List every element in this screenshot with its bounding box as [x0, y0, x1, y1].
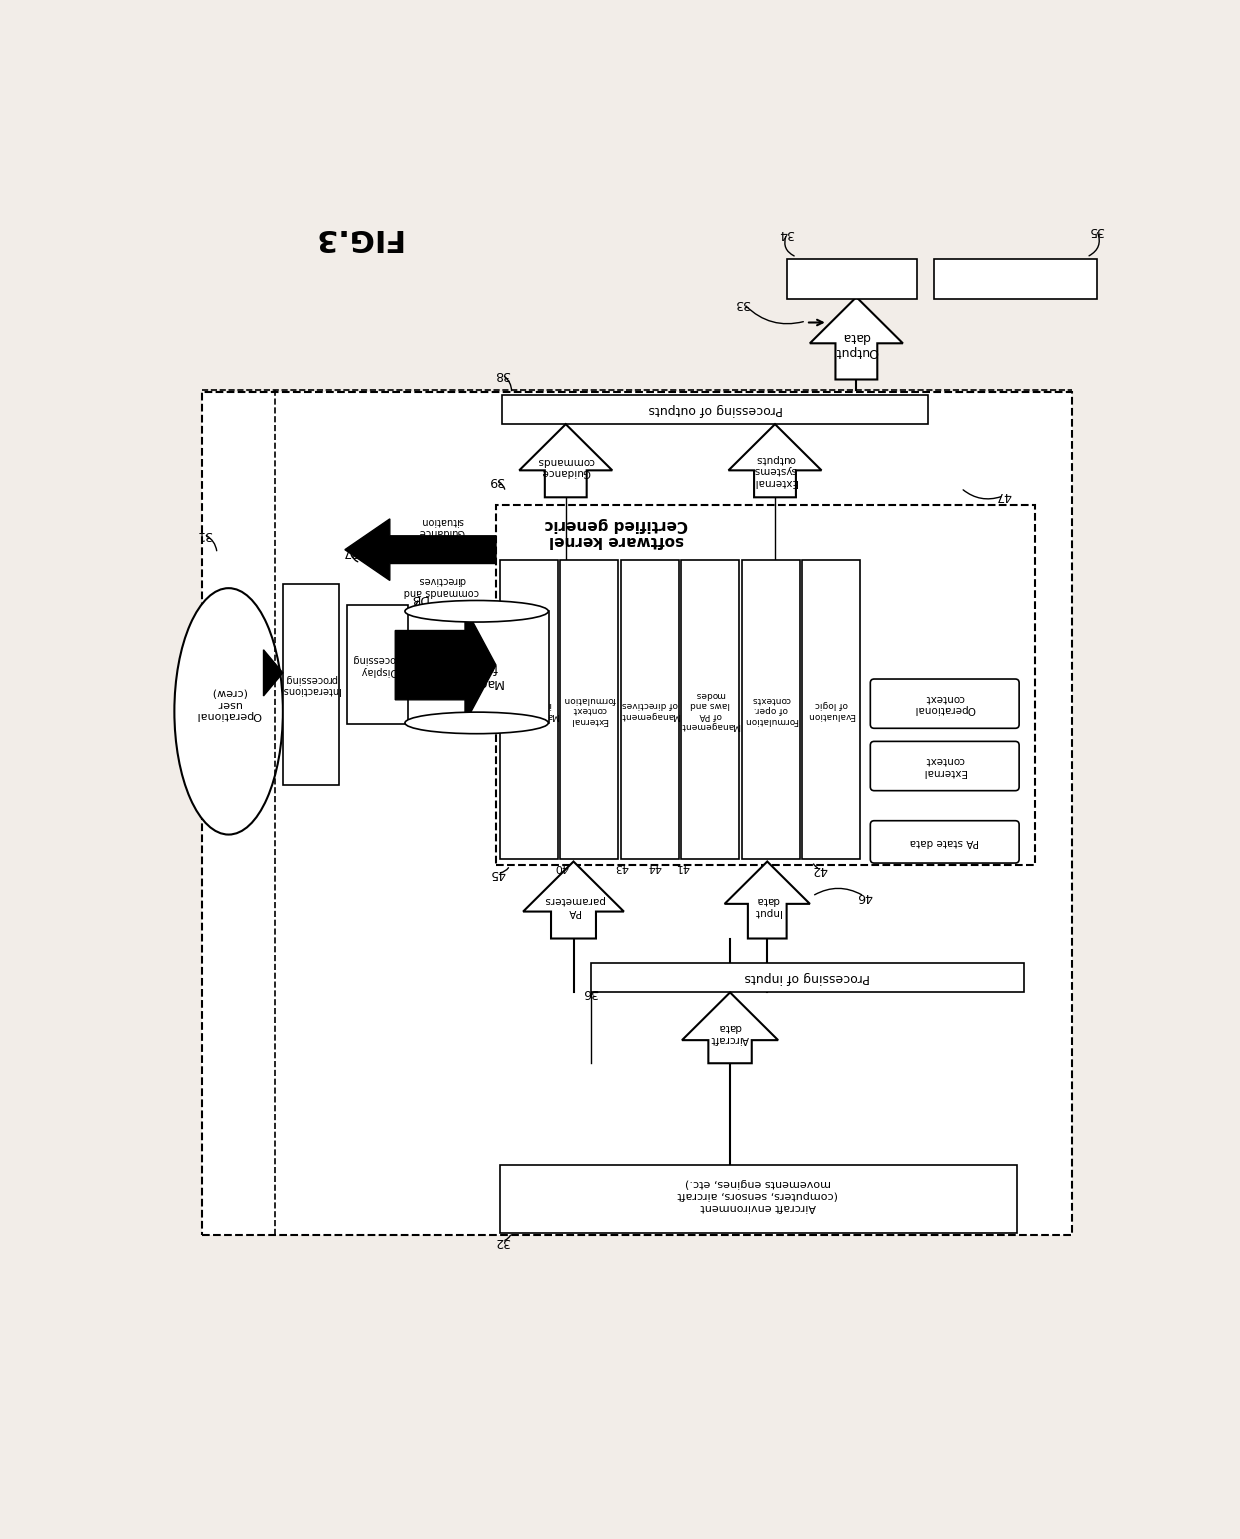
- Polygon shape: [523, 862, 624, 939]
- Polygon shape: [810, 297, 903, 380]
- Text: 42: 42: [812, 863, 828, 876]
- Text: 41: 41: [675, 862, 689, 873]
- Text: Guidance
situation: Guidance situation: [419, 516, 465, 537]
- Text: Certified generic: Certified generic: [544, 517, 688, 532]
- Text: Operational
context: Operational context: [914, 693, 976, 714]
- Text: Evaluation
of logic: Evaluation of logic: [807, 700, 856, 720]
- Text: Operational
user
(crew): Operational user (crew): [196, 686, 262, 720]
- Bar: [742, 560, 800, 859]
- Text: FIG.3: FIG.3: [311, 223, 402, 252]
- Polygon shape: [520, 425, 613, 497]
- Text: 38: 38: [495, 368, 510, 382]
- Text: 36: 36: [583, 986, 599, 999]
- Text: Management
of PA
laws and
modes: Management of PA laws and modes: [681, 689, 740, 729]
- Bar: [681, 560, 739, 859]
- Polygon shape: [682, 993, 779, 1063]
- Polygon shape: [724, 862, 810, 939]
- Text: 32: 32: [495, 1234, 510, 1248]
- Text: Pilot
commands and
directives: Pilot commands and directives: [404, 576, 480, 608]
- Bar: [201, 392, 1071, 1234]
- FancyBboxPatch shape: [870, 820, 1019, 863]
- Polygon shape: [396, 608, 496, 723]
- Bar: [934, 260, 1096, 300]
- Text: Guidance
commands: Guidance commands: [537, 456, 594, 477]
- Text: 31: 31: [196, 528, 212, 540]
- Bar: [560, 560, 619, 859]
- Text: 45: 45: [490, 866, 506, 880]
- Text: 34: 34: [779, 228, 795, 240]
- Text: 47: 47: [996, 489, 1012, 502]
- Bar: [621, 560, 680, 859]
- Text: Input
data: Input data: [754, 896, 781, 917]
- Text: Interactions
processing: Interactions processing: [281, 674, 340, 696]
- Text: Aircraft system: Aircraft system: [967, 272, 1063, 286]
- Text: Management
of directives: Management of directives: [620, 700, 680, 720]
- Text: 40: 40: [554, 862, 568, 873]
- Text: PA state data: PA state data: [910, 837, 980, 846]
- FancyBboxPatch shape: [870, 679, 1019, 728]
- Bar: [283, 585, 339, 785]
- Text: 33: 33: [734, 297, 750, 309]
- Text: 37: 37: [342, 545, 358, 559]
- Bar: [500, 560, 558, 859]
- Text: software kernel: software kernel: [548, 532, 683, 548]
- Text: External
context
formulation: External context formulation: [563, 696, 615, 725]
- Bar: [786, 260, 916, 300]
- FancyBboxPatch shape: [870, 742, 1019, 791]
- Text: 44: 44: [647, 862, 661, 873]
- Text: Processing of inputs: Processing of inputs: [745, 971, 870, 985]
- Text: External
systems
outputs: External systems outputs: [754, 454, 796, 486]
- Text: Actuators: Actuators: [822, 272, 882, 286]
- Bar: [802, 560, 861, 859]
- Text: Processing of outputs: Processing of outputs: [649, 403, 782, 416]
- Text: PA
parameters: PA parameters: [543, 896, 604, 917]
- Bar: [591, 963, 1024, 993]
- Text: Man-machine
interfaces: Man-machine interfaces: [498, 700, 559, 720]
- Bar: [347, 605, 408, 725]
- Text: Formulation
of oper.
contexts: Formulation of oper. contexts: [744, 696, 797, 725]
- Text: Display
processing: Display processing: [351, 654, 404, 676]
- Ellipse shape: [405, 600, 548, 622]
- Text: 39: 39: [489, 474, 503, 486]
- Polygon shape: [345, 519, 496, 580]
- Text: External
context: External context: [923, 756, 966, 777]
- Bar: [500, 1165, 1017, 1233]
- Ellipse shape: [175, 588, 283, 834]
- Ellipse shape: [405, 713, 548, 734]
- Bar: [502, 396, 929, 425]
- Bar: [496, 505, 1034, 865]
- Text: 43: 43: [615, 862, 629, 873]
- Text: Aircraft environment
(computers, sensors, aircraft
movements engines, etc.): Aircraft environment (computers, sensors…: [677, 1179, 838, 1211]
- Text: Output
data: Output data: [835, 329, 878, 359]
- Bar: [405, 611, 549, 723]
- Polygon shape: [263, 649, 283, 696]
- Polygon shape: [729, 425, 821, 497]
- Text: 35: 35: [1089, 223, 1105, 237]
- Text: DB: DB: [409, 591, 428, 605]
- Text: Machine
format
DB: Machine format DB: [450, 646, 503, 689]
- Text: Aircraft
data: Aircraft data: [711, 1022, 749, 1043]
- Text: 46: 46: [857, 890, 872, 903]
